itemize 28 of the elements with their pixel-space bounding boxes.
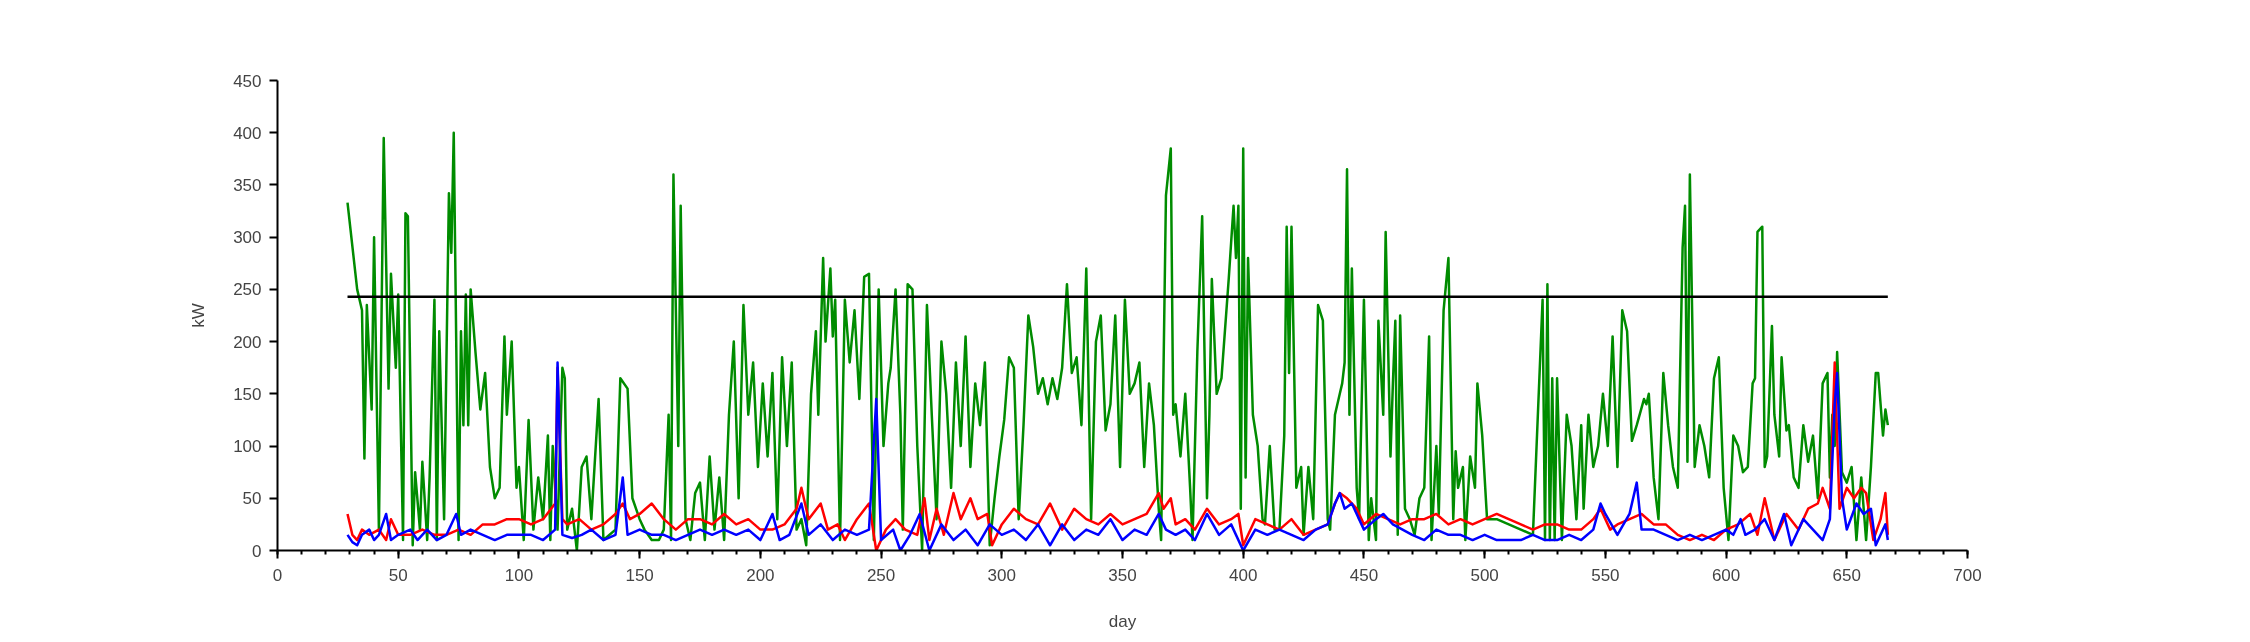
- x-tick-label: 0: [272, 565, 283, 585]
- y-tick-label: 0: [252, 541, 262, 561]
- y-tick-label: 350: [233, 175, 262, 195]
- x-tick-label: 500: [1470, 565, 1499, 585]
- y-tick-label: 150: [233, 384, 262, 404]
- x-tick-label: 650: [1832, 565, 1861, 585]
- x-tick-label: 450: [1349, 565, 1379, 585]
- x-tick-label: 200: [746, 565, 775, 585]
- x-tick-label: 700: [1953, 565, 1982, 585]
- x-tick-label: 50: [388, 565, 408, 585]
- y-tick-label: 200: [233, 332, 262, 352]
- y-tick-label: 50: [242, 489, 262, 509]
- x-tick-label: 150: [625, 565, 654, 585]
- y-tick-label: 250: [233, 280, 262, 300]
- x-tick-label: 250: [866, 565, 896, 585]
- x-tick-label: 600: [1711, 565, 1741, 585]
- line-series: [346, 131, 1890, 551]
- x-tick-label: 400: [1229, 565, 1258, 585]
- x-tick-label: 100: [504, 565, 534, 585]
- x-tick-label: 550: [1591, 565, 1620, 585]
- y-tick-label: 300: [233, 228, 262, 248]
- y-tick-label: 450: [233, 71, 262, 91]
- y-axis-title: kW: [189, 303, 209, 328]
- x-tick-label: 300: [987, 565, 1016, 585]
- x-tick-label: 350: [1108, 565, 1137, 585]
- x-axis-title: day: [1108, 611, 1137, 631]
- y-tick-label: 400: [233, 123, 262, 143]
- y-tick-label: 100: [233, 437, 262, 457]
